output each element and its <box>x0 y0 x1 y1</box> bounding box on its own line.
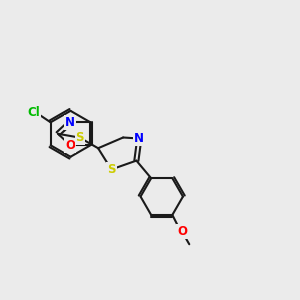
Text: S: S <box>76 131 84 144</box>
Text: O: O <box>177 225 187 238</box>
Text: Cl: Cl <box>28 106 40 119</box>
Text: S: S <box>107 163 116 176</box>
Text: N: N <box>134 132 144 145</box>
Text: N: N <box>65 116 75 129</box>
Text: O: O <box>65 139 75 152</box>
